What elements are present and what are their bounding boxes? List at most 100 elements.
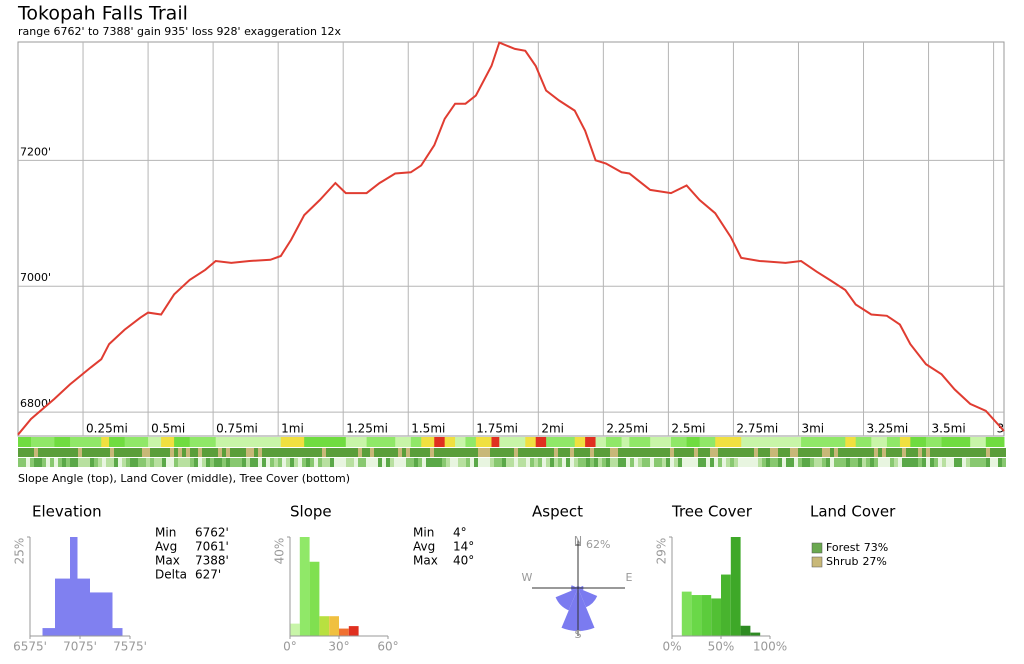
land-strip [42,448,46,457]
land-strip [150,448,154,457]
land-strip [974,448,978,457]
x-tick-label: 1.5mi [411,422,445,436]
panel-title: Land Cover [810,503,896,521]
tree-strip [566,458,570,467]
land-strip [798,448,802,457]
slope-strip [455,437,466,447]
tree-strip [746,458,750,467]
hist-bar [90,592,100,636]
land-strip [406,448,410,457]
hist-bar [309,561,320,636]
tree-strip [646,458,650,467]
slope-strip [650,437,672,447]
land-strip [110,448,114,457]
tree-strip [94,458,98,467]
land-strip [238,448,242,457]
slope-strip [954,437,971,447]
tree-strip [434,458,438,467]
legend-value: 27% [862,555,886,568]
land-strip [558,448,562,457]
tree-strip [138,458,142,467]
tree-strip [98,458,102,467]
legend-value: 73% [864,541,888,554]
land-strip [838,448,842,457]
land-strip [234,448,238,457]
y-tick-label: 7200' [20,145,51,158]
x-tick-label: 1.25mi [346,422,388,436]
tree-strip [202,458,206,467]
tree-strip [18,458,22,467]
legend-name: Forest [826,541,860,554]
land-strip [106,448,110,457]
hist-bar [299,537,310,636]
legend-name: Shrub [826,555,858,568]
tree-strip [282,458,286,467]
land-strip [298,448,302,457]
land-strip [546,448,550,457]
tree-strip [50,458,54,467]
land-strip [34,448,38,457]
slope-strip [605,437,623,447]
slope-strip [514,437,526,447]
tree-strip [870,458,874,467]
land-strip [554,448,558,457]
tree-strip [850,458,854,467]
tree-strip [814,458,818,467]
tree-strip [798,458,802,467]
x-tick-label: 2.25mi [606,422,648,436]
land-strip [446,448,450,457]
tree-strip [166,458,170,467]
tree-strip [622,458,626,467]
tree-strip [802,458,806,467]
land-strip [986,448,990,457]
land-strip [718,448,722,457]
land-strip [90,448,94,457]
land-strip [258,448,262,457]
land-strip [162,448,166,457]
land-strip [814,448,818,457]
land-strip [430,448,434,457]
land-strip [790,448,794,457]
land-strip [994,448,998,457]
tree-strip [958,458,962,467]
land-strip [858,448,862,457]
land-strip [882,448,886,457]
land-strip [678,448,682,457]
land-strip [26,448,30,457]
land-strip [490,448,494,457]
slope-strip [18,437,32,447]
tree-strip [806,458,810,467]
hist-bar [711,598,721,636]
land-strip [686,448,690,457]
tree-strip [346,458,350,467]
tree-strip [978,458,982,467]
land-strip [278,448,282,457]
land-strip [630,448,634,457]
land-strip [870,448,874,457]
land-strip [158,448,162,457]
tree-strip [886,458,890,467]
land-strip [134,448,138,457]
land-strip [474,448,478,457]
tree-strip [862,458,866,467]
legend-swatch [811,542,823,554]
stat-label: Delta [155,568,187,582]
legend-label: Forest 73% [826,541,888,554]
slope-strip [559,437,576,447]
land-strip [330,448,334,457]
tree-strip [666,458,670,467]
slope-strip [410,437,422,447]
slope-strip [886,437,901,447]
tree-strip [890,458,894,467]
x-tick-label: 60° [377,640,398,654]
tree-strip [58,458,62,467]
tree-strip [170,458,174,467]
land-strip [270,448,274,457]
tree-strip [922,458,926,467]
tree-strip [962,458,966,467]
tree-strip [790,458,794,467]
land-strip [362,448,366,457]
tree-strip [314,458,318,467]
land-strip [706,448,710,457]
tree-strip [38,458,42,467]
